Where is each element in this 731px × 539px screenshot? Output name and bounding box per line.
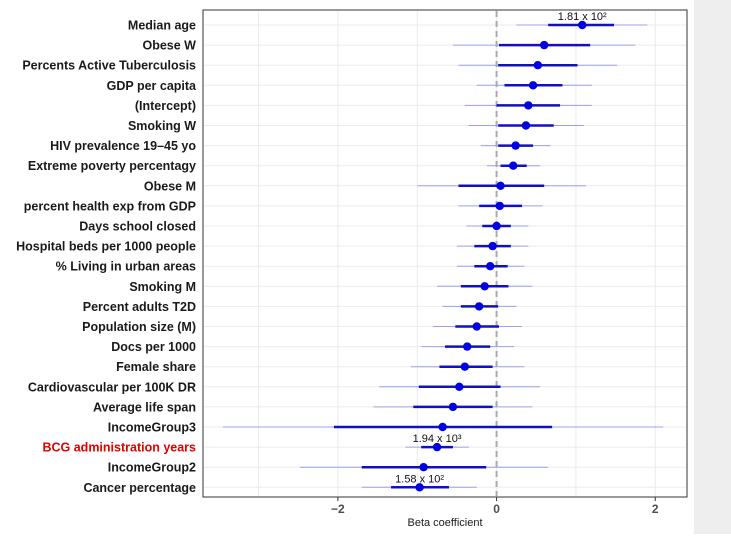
estimate-point <box>511 141 520 150</box>
category-label: Cardiovascular per 100K DR <box>28 380 196 394</box>
estimate-point <box>480 282 489 291</box>
category-label: Average life span <box>93 400 196 414</box>
estimate-point <box>496 181 505 190</box>
estimate-annotation: 1.58 x 10² <box>395 473 444 485</box>
x-axis-title: Beta coefficient <box>407 517 482 529</box>
category-label: Percents Active Tuberculosis <box>22 59 196 73</box>
estimate-point <box>474 302 484 311</box>
x-tick-label: 0 <box>493 502 500 516</box>
category-label: Cancer percentage <box>83 481 196 495</box>
category-label: Percent adults T2D <box>83 300 196 314</box>
estimate-point <box>539 40 549 50</box>
x-tick-label: 2 <box>652 502 659 516</box>
estimate-annotation: 1.94 x 10³ <box>413 433 462 445</box>
category-label: BCG administration years <box>42 441 196 455</box>
estimate-point <box>448 402 458 412</box>
x-tick-label: −2 <box>331 502 345 516</box>
category-label: % Living in urban areas <box>56 260 196 274</box>
estimate-point <box>509 161 518 170</box>
category-label: Days school closed <box>79 220 196 234</box>
marks-layer: 1.81 x 10² 1.94 x 10³ 1.58 x 10² <box>222 11 664 492</box>
category-label: IncomeGroup3 <box>108 421 196 435</box>
estimate-point <box>472 322 481 331</box>
category-label: HIV prevalence 19–45 yo <box>50 139 196 153</box>
estimate-point <box>419 463 428 472</box>
estimate-point <box>455 382 464 391</box>
estimate-point <box>460 362 470 371</box>
category-label: IncomeGroup2 <box>108 461 196 475</box>
estimate-point <box>463 342 472 351</box>
category-label: Population size (M) <box>82 320 196 334</box>
category-label: Smoking W <box>128 119 196 133</box>
estimate-point <box>438 422 447 432</box>
category-labels: Median age Obese W Percents Active Tubercu… <box>16 19 197 495</box>
side-panel <box>694 0 731 534</box>
x-axis: −2 0 2 <box>331 497 659 516</box>
estimate-point <box>528 81 538 90</box>
plot-panel <box>202 9 688 498</box>
estimate-point <box>495 201 504 211</box>
category-label: Female share <box>116 360 196 374</box>
category-label: GDP per capita <box>107 79 197 93</box>
estimate-point <box>524 101 533 110</box>
category-label: Obese M <box>144 179 196 193</box>
category-label: Smoking M <box>129 280 196 294</box>
estimate-point <box>415 483 424 492</box>
category-label: Obese W <box>143 39 197 53</box>
category-label: Median age <box>128 19 196 33</box>
estimate-point <box>533 60 543 70</box>
estimate-point <box>432 442 442 452</box>
estimate-annotation: 1.81 x 10² <box>558 11 607 23</box>
estimate-point <box>486 262 495 271</box>
category-label: (Intercept) <box>135 99 196 113</box>
category-label: Hospital beds per 1000 people <box>16 240 196 254</box>
category-label: Docs per 1000 <box>111 340 196 354</box>
estimate-point <box>488 241 497 251</box>
estimate-point <box>492 221 501 231</box>
category-label: Extreme poverty percentagy <box>28 159 196 173</box>
estimate-point <box>578 20 587 30</box>
category-label: percent health exp from GDP <box>24 199 196 213</box>
estimate-point <box>521 121 531 130</box>
